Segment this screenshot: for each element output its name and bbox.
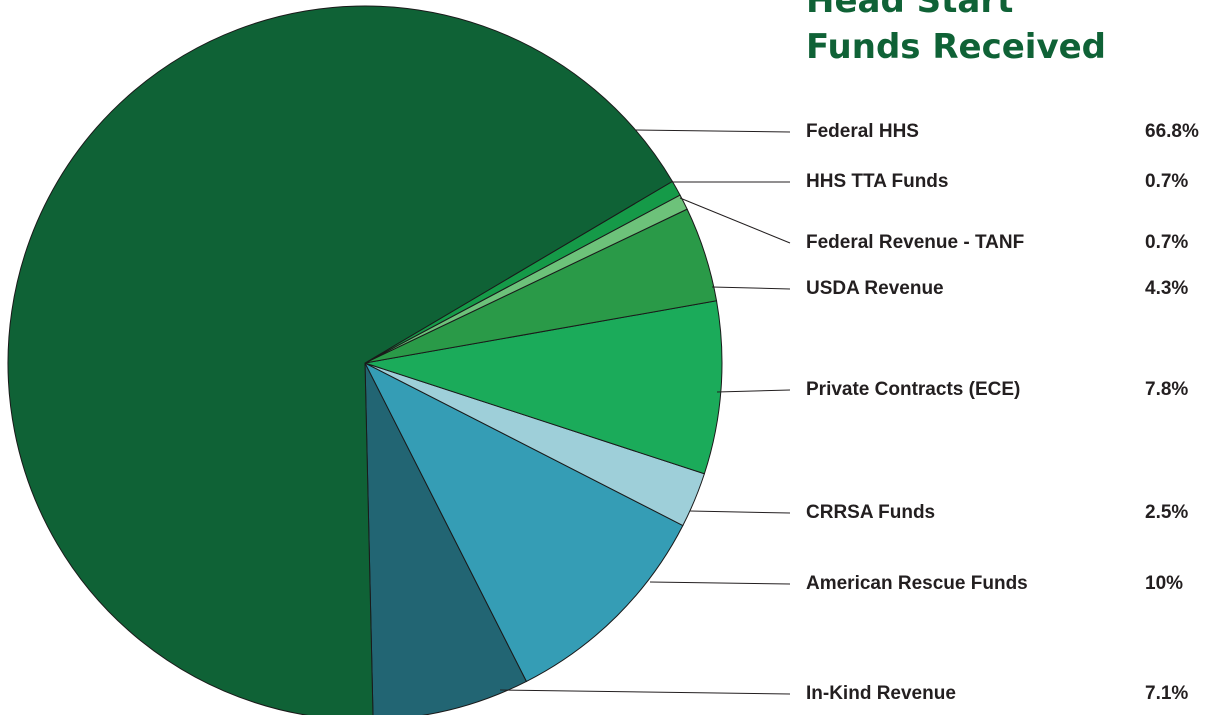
legend-label: In-Kind Revenue: [806, 683, 956, 704]
value-label: 7.8%: [1145, 379, 1188, 400]
leader-line: [499, 689, 791, 695]
legend-label: CRRSA Funds: [806, 502, 935, 523]
value-label: 4.3%: [1145, 278, 1188, 299]
legend-label: Federal HHS: [806, 121, 919, 142]
value-label: 2.5%: [1145, 502, 1188, 523]
pie-slice: [364, 362, 528, 715]
legend-label: USDA Revenue: [806, 278, 944, 299]
leader-line: [716, 389, 791, 393]
value-label: 10%: [1145, 573, 1183, 594]
legend-label: HHS TTA Funds: [806, 171, 948, 192]
legend-label: Federal Revenue - TANF: [806, 232, 1024, 253]
legend-label: Private Contracts (ECE): [806, 379, 1020, 400]
pie-slice: [364, 300, 723, 475]
leader-line: [711, 286, 791, 290]
leader-line: [634, 129, 791, 133]
value-label: 7.1%: [1145, 683, 1188, 704]
value-label: 66.8%: [1145, 121, 1199, 142]
chart-title: Head Start Funds Received: [806, 0, 1107, 67]
leader-line: [649, 581, 791, 585]
leader-line: [689, 510, 791, 514]
pie-slice: [7, 5, 674, 715]
leader-line: [679, 197, 791, 244]
pie-slice: [363, 361, 684, 683]
value-label: 0.7%: [1145, 232, 1188, 253]
value-label: 0.7%: [1145, 171, 1188, 192]
legend-label: American Rescue Funds: [806, 573, 1028, 594]
